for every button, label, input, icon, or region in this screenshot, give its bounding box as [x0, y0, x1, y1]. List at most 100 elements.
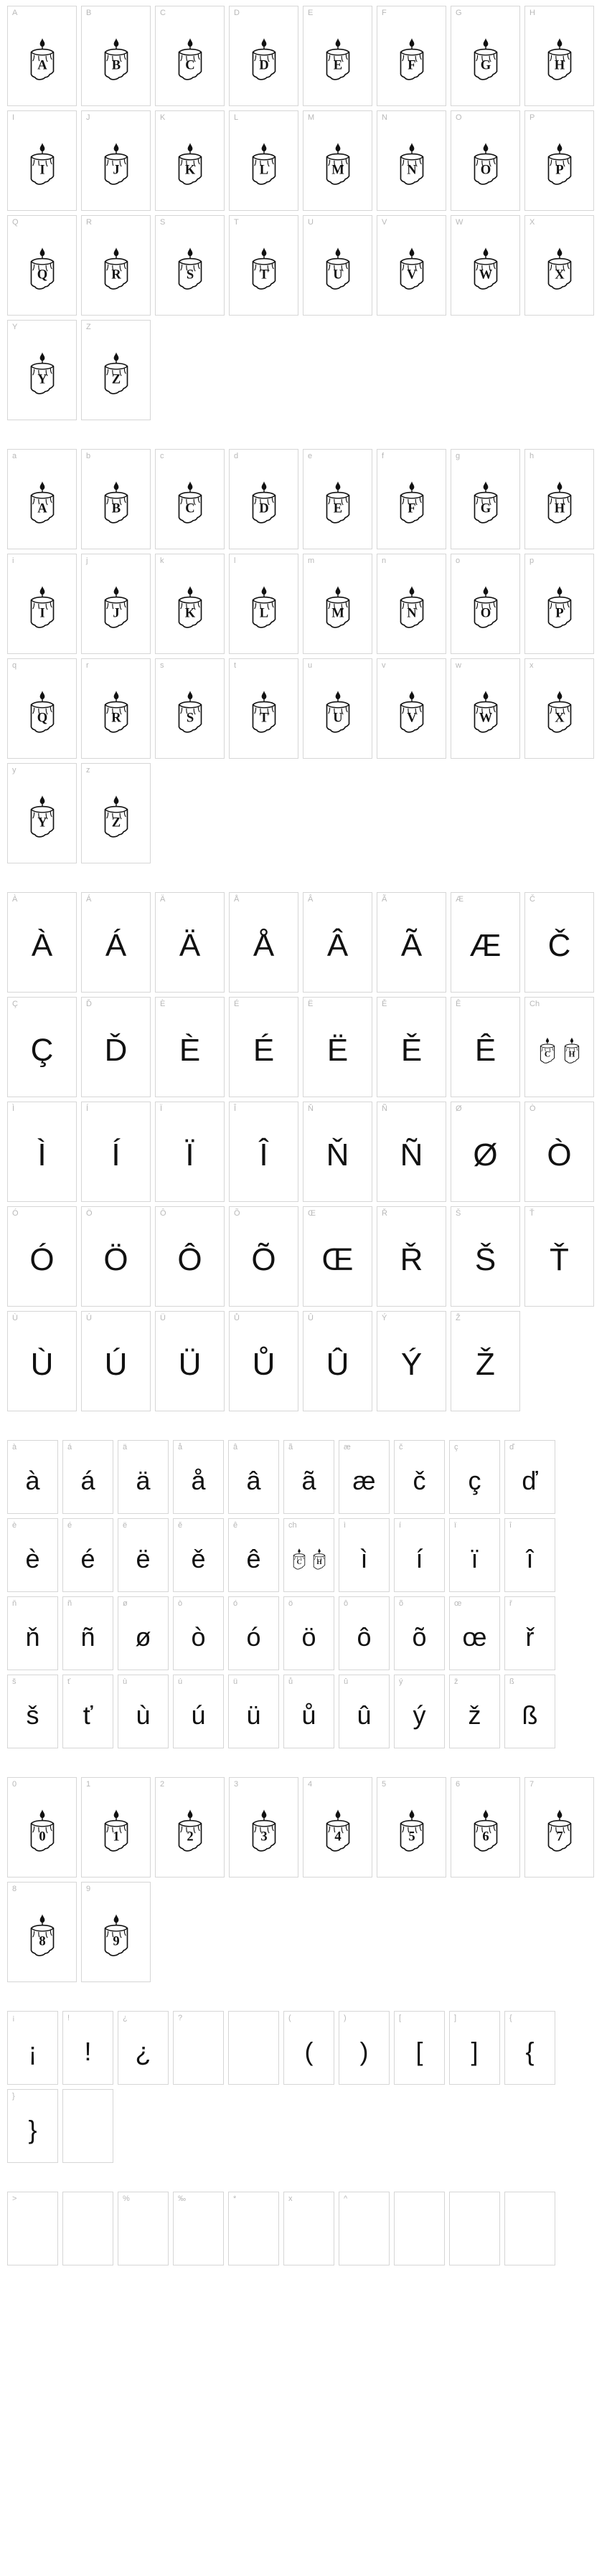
glyph-cell[interactable]: ňň: [7, 1596, 58, 1670]
glyph-cell[interactable]: ÁÁ: [81, 892, 151, 993]
glyph-cell[interactable]: [449, 2192, 500, 2265]
glyph-cell[interactable]: ØØ: [451, 1102, 520, 1202]
glyph-cell[interactable]: ěě: [173, 1518, 224, 1592]
glyph-cell[interactable]: y Y: [7, 763, 77, 863]
glyph-cell[interactable]: ŽŽ: [451, 1311, 520, 1411]
glyph-cell[interactable]: ÑÑ: [377, 1102, 446, 1202]
glyph-cell[interactable]: S S: [155, 215, 225, 316]
glyph-cell[interactable]: 9 9: [81, 1882, 151, 1982]
glyph-cell[interactable]: X X: [524, 215, 594, 316]
glyph-cell[interactable]: d D: [229, 449, 298, 549]
glyph-cell[interactable]: r R: [81, 658, 151, 759]
glyph-cell[interactable]: !!: [62, 2011, 113, 2085]
glyph-cell[interactable]: ÎÎ: [229, 1102, 298, 1202]
glyph-cell[interactable]: t T: [229, 658, 298, 759]
glyph-cell[interactable]: ÕÕ: [229, 1206, 298, 1307]
glyph-cell[interactable]: ŤŤ: [524, 1206, 594, 1307]
glyph-cell[interactable]: êê: [228, 1518, 279, 1592]
glyph-cell[interactable]: p P: [524, 554, 594, 654]
glyph-cell[interactable]: w W: [451, 658, 520, 759]
glyph-cell[interactable]: ÈÈ: [155, 997, 225, 1097]
glyph-cell[interactable]: F F: [377, 6, 446, 106]
glyph-cell[interactable]: s S: [155, 658, 225, 759]
glyph-cell[interactable]: ¿¿: [118, 2011, 169, 2085]
glyph-cell[interactable]: 4 4: [303, 1777, 372, 1877]
glyph-cell[interactable]: ÄÄ: [155, 892, 225, 993]
glyph-cell[interactable]: m M: [303, 554, 372, 654]
glyph-cell[interactable]: R R: [81, 215, 151, 316]
glyph-cell[interactable]: öö: [283, 1596, 334, 1670]
glyph-cell[interactable]: ûû: [339, 1675, 390, 1748]
glyph-cell[interactable]: f F: [377, 449, 446, 549]
glyph-cell[interactable]: ÀÀ: [7, 892, 77, 993]
glyph-cell[interactable]: àà: [7, 1440, 58, 1514]
glyph-cell[interactable]: x X: [524, 658, 594, 759]
glyph-cell[interactable]: ËË: [303, 997, 372, 1097]
glyph-cell[interactable]: E E: [303, 6, 372, 106]
glyph-cell[interactable]: W W: [451, 215, 520, 316]
glyph-cell[interactable]: h H: [524, 449, 594, 549]
glyph-cell[interactable]: T T: [229, 215, 298, 316]
glyph-cell[interactable]: a A: [7, 449, 77, 549]
glyph-cell[interactable]: ßß: [504, 1675, 555, 1748]
glyph-cell[interactable]: k K: [155, 554, 225, 654]
glyph-cell[interactable]: óó: [228, 1596, 279, 1670]
glyph-cell[interactable]: ññ: [62, 1596, 113, 1670]
glyph-cell[interactable]: ãã: [283, 1440, 334, 1514]
glyph-cell[interactable]: C C: [155, 6, 225, 106]
glyph-cell[interactable]: >: [7, 2192, 58, 2265]
glyph-cell[interactable]: ]]: [449, 2011, 500, 2085]
glyph-cell[interactable]: 6 6: [451, 1777, 520, 1877]
glyph-cell[interactable]: ÜÜ: [155, 1311, 225, 1411]
glyph-cell[interactable]: ŇŇ: [303, 1102, 372, 1202]
glyph-cell[interactable]: %: [118, 2192, 169, 2265]
glyph-cell[interactable]: îî: [504, 1518, 555, 1592]
glyph-cell[interactable]: b B: [81, 449, 151, 549]
glyph-cell[interactable]: [228, 2011, 279, 2085]
glyph-cell[interactable]: ťť: [62, 1675, 113, 1748]
glyph-cell[interactable]: ùù: [118, 1675, 169, 1748]
glyph-cell[interactable]: ^: [339, 2192, 390, 2265]
glyph-cell[interactable]: ÌÌ: [7, 1102, 77, 1202]
glyph-cell[interactable]: øø: [118, 1596, 169, 1670]
glyph-cell[interactable]: ÊÊ: [451, 997, 520, 1097]
glyph-cell[interactable]: j J: [81, 554, 151, 654]
glyph-cell[interactable]: i I: [7, 554, 77, 654]
glyph-cell[interactable]: ÝÝ: [377, 1311, 446, 1411]
glyph-cell[interactable]: K K: [155, 110, 225, 211]
glyph-cell[interactable]: ÂÂ: [303, 892, 372, 993]
glyph-cell[interactable]: ÖÖ: [81, 1206, 151, 1307]
glyph-cell[interactable]: ÛÛ: [303, 1311, 372, 1411]
glyph-cell[interactable]: ¡¡: [7, 2011, 58, 2085]
glyph-cell[interactable]: x: [283, 2192, 334, 2265]
glyph-cell[interactable]: G G: [451, 6, 520, 106]
glyph-cell[interactable]: Z Z: [81, 320, 151, 420]
glyph-cell[interactable]: B B: [81, 6, 151, 106]
glyph-cell[interactable]: J J: [81, 110, 151, 211]
glyph-cell[interactable]: ŠŠ: [451, 1206, 520, 1307]
glyph-cell[interactable]: H H: [524, 6, 594, 106]
glyph-cell[interactable]: ŘŘ: [377, 1206, 446, 1307]
glyph-cell[interactable]: ââ: [228, 1440, 279, 1514]
glyph-cell[interactable]: ÓÓ: [7, 1206, 77, 1307]
glyph-cell[interactable]: ôô: [339, 1596, 390, 1670]
glyph-cell[interactable]: v V: [377, 658, 446, 759]
glyph-cell[interactable]: ÔÔ: [155, 1206, 225, 1307]
glyph-cell[interactable]: [504, 2192, 555, 2265]
glyph-cell[interactable]: šš: [7, 1675, 58, 1748]
glyph-cell[interactable]: ŮŮ: [229, 1311, 298, 1411]
glyph-cell[interactable]: [62, 2089, 113, 2163]
glyph-cell[interactable]: q Q: [7, 658, 77, 759]
glyph-cell[interactable]: õõ: [394, 1596, 445, 1670]
glyph-cell[interactable]: 1 1: [81, 1777, 151, 1877]
glyph-cell[interactable]: ČČ: [524, 892, 594, 993]
glyph-cell[interactable]: g G: [451, 449, 520, 549]
glyph-cell[interactable]: D D: [229, 6, 298, 106]
glyph-cell[interactable]: ää: [118, 1440, 169, 1514]
glyph-cell[interactable]: {{: [504, 2011, 555, 2085]
glyph-cell[interactable]: ĚĚ: [377, 997, 446, 1097]
glyph-cell[interactable]: Y Y: [7, 320, 77, 420]
glyph-cell[interactable]: ÃÃ: [377, 892, 446, 993]
glyph-cell[interactable]: [62, 2192, 113, 2265]
glyph-cell[interactable]: ýý: [394, 1675, 445, 1748]
